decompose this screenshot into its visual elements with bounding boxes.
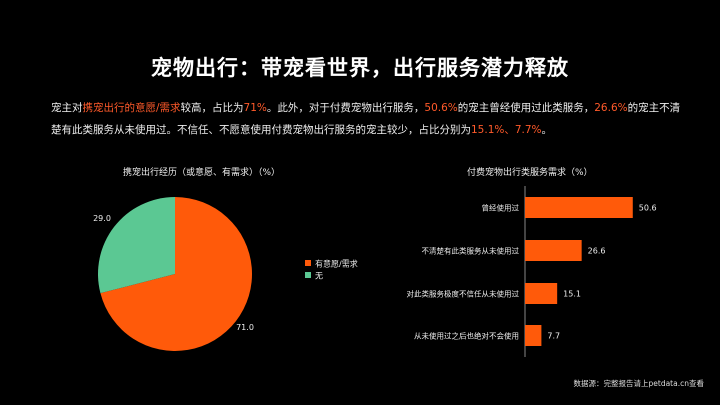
- source-note: 数据源：完整报告请上petdata.cn查看: [573, 379, 704, 388]
- paragraph-text: 。此外，对于付费宠物出行服务，: [266, 102, 425, 114]
- paragraph-text: 较高，占比为: [180, 102, 244, 114]
- highlighted-text: 71%: [243, 102, 267, 114]
- paragraph-text: 的宠主曾经使用过此类服务，: [457, 102, 595, 114]
- bar-value-label: 26.6: [588, 247, 606, 256]
- bar-category-label: 不清楚有此类服务从未使用过: [422, 246, 520, 256]
- bar: [525, 325, 542, 346]
- pie-slice: [100, 197, 253, 352]
- bar: [525, 283, 558, 304]
- paragraph-text: 的宠主不清楚有此类服务从未使用过。不信任、不愿意使用付费宠物出行服务的宠主较少，…: [51, 102, 681, 136]
- bar-category-label: 对此类服务极度不信任从未使用过: [407, 289, 520, 299]
- bar: [525, 240, 582, 261]
- legend-label: 有意愿/需求: [315, 259, 358, 269]
- summary-paragraph: 宠主对携宠出行的意愿/需求较高，占比为71%。此外，对于付费宠物出行服务，50.…: [51, 97, 681, 141]
- bar-value-label: 7.7: [547, 332, 560, 341]
- bar: [525, 197, 633, 218]
- legend-label: 无: [315, 272, 323, 281]
- pie-value-label: 71.0: [236, 323, 254, 332]
- legend-swatch: [305, 272, 311, 278]
- paragraph-text: 宠主对: [51, 102, 83, 114]
- highlighted-text: 50.6%: [424, 102, 458, 114]
- pie-slice: [98, 197, 175, 294]
- page-title: 宠物出行：带宠看世界，出行服务潜力释放: [151, 56, 569, 80]
- highlighted-text: 26.6%: [594, 102, 628, 114]
- pie-chart-title: 携宠出行经历（或意愿、有需求）（%）: [123, 168, 281, 178]
- highlighted-text: 携宠出行的意愿/需求: [82, 102, 181, 114]
- bar-category-label: 从未使用过之后也绝对不会使用: [414, 331, 519, 341]
- bar-category-label: 曾经使用过: [482, 203, 520, 213]
- paragraph-text: 。: [541, 124, 553, 136]
- legend-swatch: [305, 260, 311, 266]
- bar-value-label: 50.6: [639, 204, 657, 213]
- bar-value-label: 15.1: [563, 290, 581, 299]
- pie-value-label: 29.0: [93, 214, 111, 223]
- highlighted-text: 15.1%、7.7%: [471, 124, 542, 136]
- bar-chart-title: 付费宠物出行类服务需求（%）: [467, 168, 593, 178]
